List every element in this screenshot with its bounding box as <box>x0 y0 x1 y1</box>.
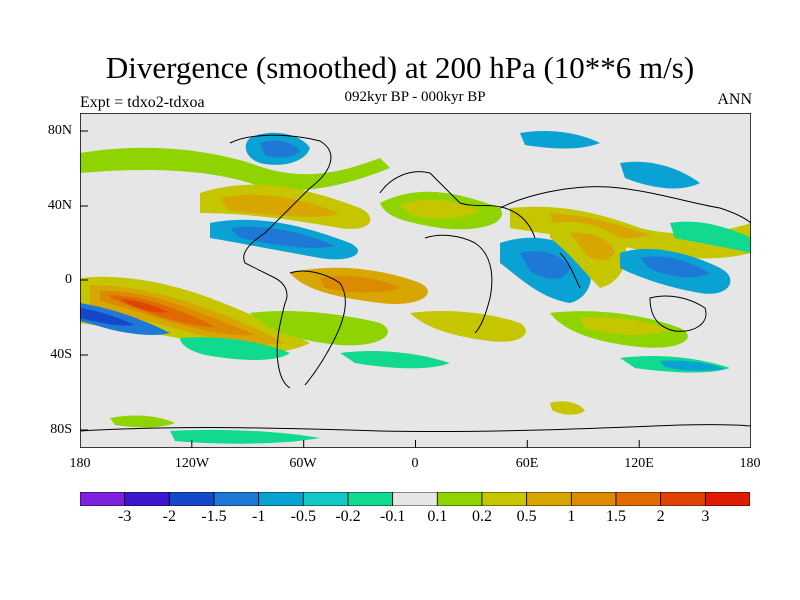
y-tick-40n: 40N <box>47 198 72 213</box>
colorbar-swatch <box>302 492 349 506</box>
x-tick-60w: 60W <box>289 456 317 471</box>
colorbar-tick-label: -0.5 <box>290 508 316 525</box>
colorbar-swatch <box>392 492 438 506</box>
colorbar-swatch <box>347 492 394 506</box>
colorbar-swatch <box>660 492 706 506</box>
chart-title: Divergence (smoothed) at 200 hPa (10**6 … <box>105 50 695 85</box>
colorbar-swatch <box>168 492 215 506</box>
colorbar-swatch <box>258 492 304 506</box>
season-label: ANN <box>717 91 752 108</box>
colorbar-tick-label: -1 <box>251 508 266 525</box>
colorbar-tick-label: 2 <box>656 508 665 525</box>
colorbar-tick-label: 3 <box>701 508 710 525</box>
axis-ticks <box>80 130 640 448</box>
colorbar-tick-label: 0.1 <box>427 508 448 525</box>
colorbar-swatch <box>481 492 528 506</box>
colorbar-swatch <box>124 492 170 506</box>
colorbar-tick-label: -1.5 <box>201 508 227 525</box>
divergence-map <box>79 112 752 449</box>
colorbar <box>80 492 750 506</box>
x-tick-180w: 180 <box>69 456 91 471</box>
colorbar-tick-label: -0.2 <box>335 508 361 525</box>
y-tick-40s: 40S <box>50 347 72 362</box>
colorbar-swatch <box>615 492 662 506</box>
x-tick-60e: 60E <box>515 456 539 471</box>
y-tick-80n: 80N <box>47 123 72 138</box>
colorbar-tick-label: 1 <box>567 508 576 525</box>
colorbar-swatch <box>80 492 126 506</box>
colorbar-tick-label: 0.5 <box>516 508 537 525</box>
colorbar-tick-label: 1.5 <box>606 508 626 525</box>
x-tick-180e: 180 <box>739 456 761 471</box>
x-tick-0: 0 <box>411 456 419 471</box>
y-tick-80s: 80S <box>50 422 72 437</box>
colorbar-swatch <box>704 492 750 506</box>
coastlines <box>79 134 752 433</box>
colorbar-swatch <box>213 492 260 506</box>
colorbar-tick-label: -0.1 <box>379 508 406 525</box>
colorbar-swatch <box>436 492 483 506</box>
divergence-field <box>80 131 751 444</box>
y-tick-0: 0 <box>65 272 72 287</box>
colorbar-tick-label: 0.2 <box>472 508 492 525</box>
colorbar-swatch <box>570 492 617 506</box>
colorbar-tick-label: -3 <box>117 508 132 525</box>
colorbar-tick-label: -2 <box>162 508 176 525</box>
experiment-label: Expt = tdxo2-tdxoa <box>80 94 205 111</box>
x-tick-120e: 120E <box>624 456 654 471</box>
colorbar-swatch <box>526 492 572 506</box>
x-tick-120w: 120W <box>174 456 210 471</box>
chart-subtitle: 092kyr BP - 000kyr BP <box>344 89 486 105</box>
